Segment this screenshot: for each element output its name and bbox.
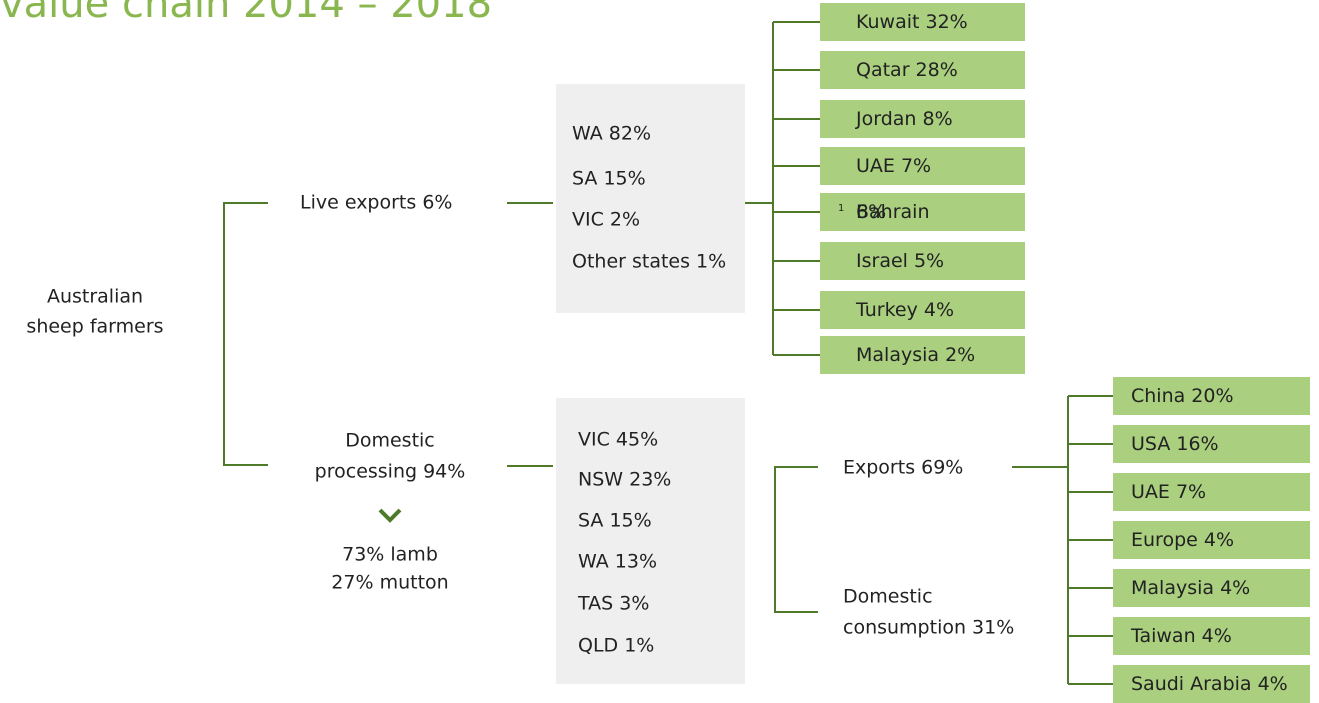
name: Israel 5% [856,250,945,272]
destination: Qatar 28% [820,51,1025,89]
domestic-processing: Domestic processing 94% [315,426,466,489]
state: VIC 45% [578,428,659,451]
name: Qatar 28% [856,59,958,81]
destination: USA 16% [1113,425,1310,463]
root-line: Australian [46,285,144,308]
live-exports: Live exports 6% [300,191,453,214]
destination-label: Bahrain 1 6% [838,201,930,223]
destination-label: UAE 7% [1131,481,1207,503]
label-line: processing 94% [314,461,466,483]
destination: Europe 4% [1113,521,1310,559]
destination: Saudi Arabia 4% [1113,665,1310,703]
state: VIC 2% [572,208,641,231]
destination-label: Europe 4% [1131,529,1234,551]
share: 6% [856,201,887,223]
chevron [378,508,402,523]
destination: Kuwait 32% [820,3,1025,41]
name: Kuwait 32% [856,11,968,33]
exports: Exports 69% [843,456,964,479]
state: WA 13% [578,550,658,573]
split-line: 73% lamb [342,543,438,566]
title: value chain 2014 – 2018 [0,0,493,27]
state: TAS 3% [578,592,650,615]
destination: Malaysia 4% [1113,569,1310,607]
destination: Jordan 8% [820,100,1025,138]
name: Turkey 4% [856,299,955,321]
state: Other states 1% [572,250,727,273]
footnote: 1 [838,203,845,214]
root: Australian sheep farmers [26,282,163,343]
live-states-box [556,84,745,313]
processing-states-box [556,398,745,684]
domestic-consumption: Domestic consumption 31% [843,582,1014,645]
destination: Malaysia 2% [820,336,1025,374]
split-line: 27% mutton [331,571,449,593]
destination: UAE 7% [1113,473,1310,511]
destination: Taiwan 4% [1113,617,1310,655]
destination-label: Saudi Arabia 4% [1131,673,1288,695]
bracket [223,202,268,466]
state: WA 82% [572,122,652,145]
destination: Israel 5% [820,242,1025,280]
name: Bahrain [856,201,930,223]
state: SA 15% [572,167,646,190]
state: QLD 1% [578,634,655,657]
state: SA 15% [578,509,652,532]
destination: Bahrain 1 6% [820,193,1025,231]
destination-label: China 20% [1131,385,1234,407]
state: NSW 23% [578,468,672,491]
bracket [774,466,818,613]
label-line: Domestic [345,429,435,452]
destination: Turkey 4% [820,291,1025,329]
label-line: Domestic [843,585,933,608]
root-line: sheep farmers [26,316,164,338]
name: Jordan 8% [856,108,953,130]
name: UAE 7% [856,155,932,177]
split: 73% lamb 27% mutton [331,541,448,596]
destination-label: Malaysia 4% [1131,577,1251,599]
label-line: consumption 31% [843,617,1015,639]
destination-label: USA 16% [1131,433,1219,455]
name: Malaysia 2% [856,344,976,366]
destination: China 20% [1113,377,1310,415]
destination-label: Taiwan 4% [1131,625,1232,647]
destination: UAE 7% [820,147,1025,185]
